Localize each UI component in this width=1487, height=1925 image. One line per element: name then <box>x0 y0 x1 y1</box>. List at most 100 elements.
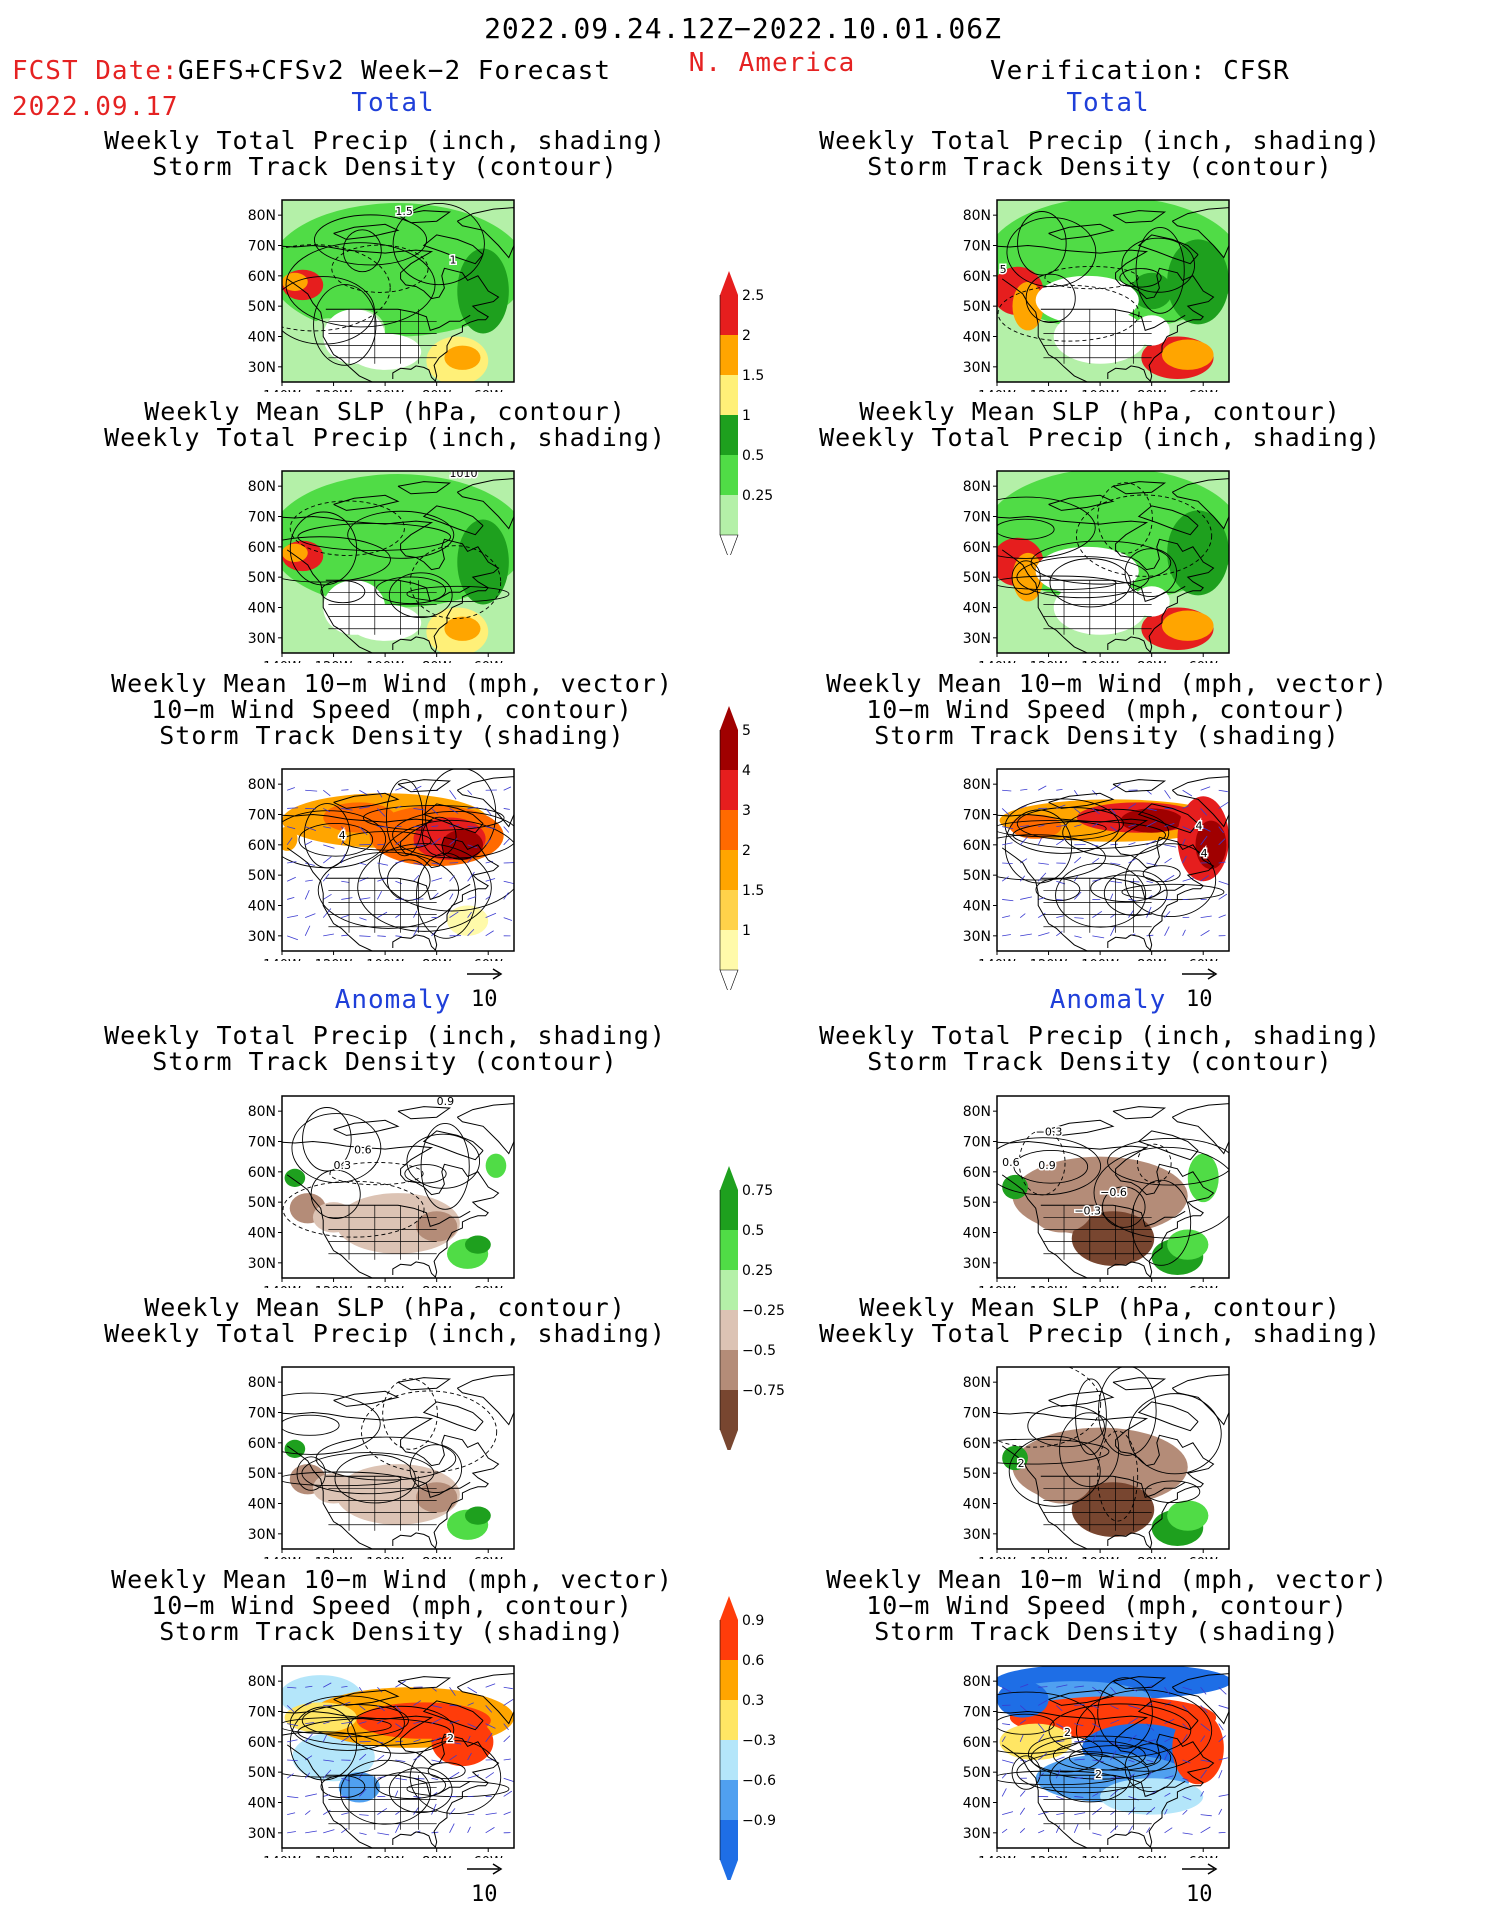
map-frame <box>281 768 515 952</box>
wind-vector <box>395 1810 402 1815</box>
map-field <box>997 471 1229 653</box>
lat-tick-label: 60N <box>248 838 276 854</box>
wind-vector <box>1146 1807 1156 1815</box>
wind-vector <box>341 808 353 811</box>
lat-tick-label: 70N <box>963 1135 991 1151</box>
coastline <box>333 1390 400 1407</box>
wind-vector <box>1146 880 1153 884</box>
coastline <box>997 1140 1215 1278</box>
wind-vector <box>1164 1751 1169 1761</box>
wind-vector <box>413 808 426 811</box>
wind-vector <box>1019 1807 1026 1815</box>
wind-vector <box>1164 1718 1175 1724</box>
wind-vector <box>304 1810 311 1815</box>
coastline <box>397 481 452 495</box>
colorbar-bottom-arrow <box>719 969 739 990</box>
wind-vector <box>503 1698 514 1706</box>
wind-vector <box>449 911 459 918</box>
region-title: N. America <box>688 48 856 78</box>
shade-area <box>1167 1229 1209 1260</box>
wind-vector <box>1182 855 1187 864</box>
map-field: −0.3 0.6 0.9 −0.6 −0.3 <box>997 1096 1229 1278</box>
wind-vector <box>1092 1705 1099 1709</box>
contour-line <box>1124 548 1178 598</box>
contour-line <box>1131 1179 1192 1266</box>
wind-vector <box>1019 913 1026 918</box>
lat-tick-label: 70N <box>963 510 991 526</box>
colorbar-bottom-arrow <box>720 1860 738 1880</box>
contour-line <box>289 500 405 556</box>
wind-vector <box>395 860 405 864</box>
lat-tick-label: 50N <box>963 1466 991 1482</box>
map-field: 1.51 <box>282 200 514 382</box>
wind-vector <box>467 1702 474 1706</box>
wind-vector <box>485 1812 497 1816</box>
wind-vector <box>1182 1759 1191 1764</box>
wind-vector <box>359 935 371 937</box>
contour-line <box>1142 865 1181 883</box>
map-frame <box>281 199 515 383</box>
coastline <box>1171 478 1229 530</box>
contour-line <box>1135 226 1185 314</box>
wind-vector <box>1092 1759 1104 1763</box>
wind-vector <box>1200 1791 1205 1797</box>
contour-line <box>291 1113 382 1183</box>
section-total-right: Total <box>1066 88 1150 118</box>
coastline <box>282 244 500 382</box>
coastline <box>1048 494 1115 511</box>
lon-tick-label: 60W <box>1189 660 1219 663</box>
colorbar-box <box>720 1310 738 1350</box>
wind-vector <box>1092 1807 1102 1815</box>
coastline <box>282 1140 500 1278</box>
contour-line <box>1016 1751 1150 1794</box>
colorbar-box <box>720 1350 738 1390</box>
contour-label: 0.6 <box>1002 1156 1020 1169</box>
contour-label: 2 <box>1095 1768 1102 1781</box>
unshaded-area <box>349 333 422 370</box>
wind-vector <box>1092 935 1105 939</box>
wind-vector <box>1002 899 1014 902</box>
wind-vector <box>1002 934 1011 937</box>
wind-vector <box>1056 838 1067 846</box>
contour-line <box>1093 1146 1229 1239</box>
contour-line <box>997 1438 1110 1465</box>
wind-vector <box>1128 899 1136 901</box>
lat-tick-label: 70N <box>963 1406 991 1422</box>
contour-label: −0.6 <box>1100 1186 1127 1199</box>
wind-vector <box>323 1682 332 1688</box>
wind-vector <box>1200 1723 1211 1732</box>
wind-vector <box>1146 862 1158 866</box>
contour-line <box>334 1454 416 1504</box>
wind-vector <box>359 1832 367 1836</box>
wind-vector <box>1218 789 1228 793</box>
contour-label: 0.3 <box>334 1159 352 1172</box>
wind-vector <box>1146 839 1157 846</box>
coastline <box>997 244 1215 382</box>
contour-line <box>386 859 431 901</box>
wind-vector <box>322 856 332 864</box>
colorbar-bottom-arrow <box>719 534 739 555</box>
wind-vector <box>341 789 349 791</box>
map-frame <box>281 470 515 654</box>
shade-area <box>416 1482 458 1513</box>
colorbar-box <box>720 335 738 375</box>
contour-line <box>1011 1755 1041 1790</box>
wind-vector <box>1182 1809 1188 1815</box>
lat-tick-label: 30N <box>248 360 276 376</box>
wind-vector <box>395 1740 403 1743</box>
title-obs-anom-precip: Weekly Total Precip (inch, shading) Storm… <box>819 1021 1381 1076</box>
coastline <box>1171 776 1229 828</box>
lon-tick-label: 140W <box>978 389 1016 392</box>
wind-vector <box>449 1823 455 1834</box>
lon-tick-label: 80W <box>1137 1855 1167 1858</box>
map-obs-total-slp: 80N 70N 60N 50N 40N 30N 140W 120W 100W 80W 60W <box>963 470 1230 663</box>
contour-line <box>1004 798 1120 854</box>
lat-tick-label: 50N <box>963 570 991 586</box>
wind-vector <box>1074 1812 1086 1816</box>
contour-line <box>313 214 428 266</box>
contour-line <box>298 822 374 857</box>
wind-vector <box>1110 826 1118 832</box>
map-frame <box>996 1366 1230 1550</box>
lat-tick-label: 80N <box>248 479 276 495</box>
colorbar-top-arrow <box>720 271 738 295</box>
